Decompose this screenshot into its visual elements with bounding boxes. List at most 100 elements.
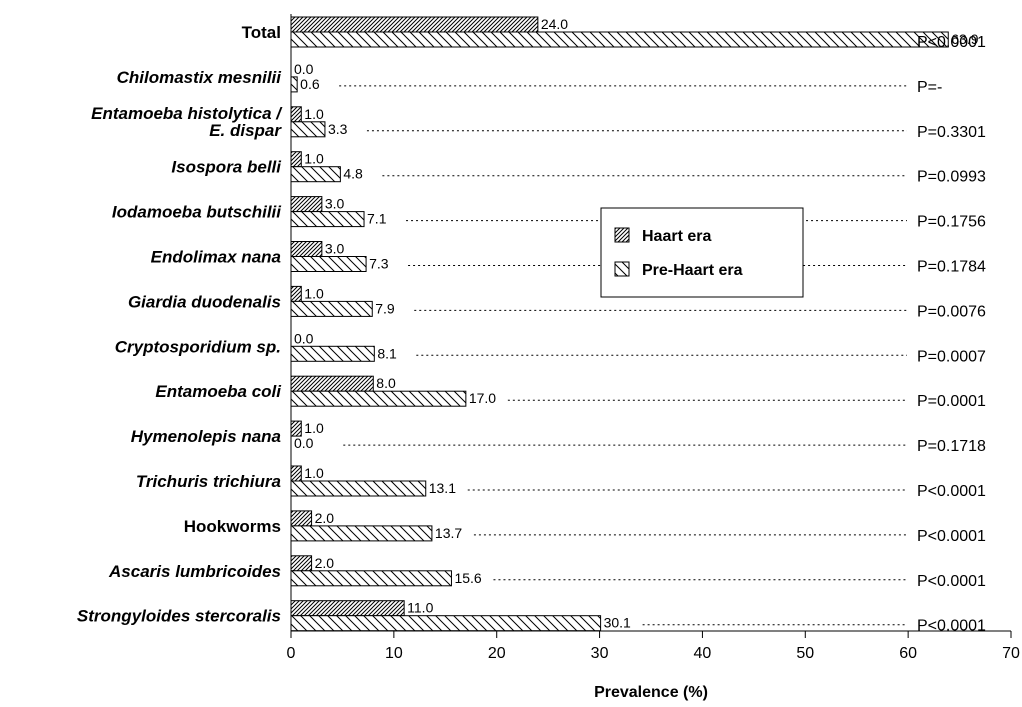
category-label-iodamoeba-butschilii: Iodamoeba butschilii: [112, 203, 282, 222]
bars: [290, 16, 949, 632]
category-label-endolimax-nana: Endolimax nana: [151, 248, 281, 267]
bar-haart-era-entamoeba-histolytica-e-dispar: [290, 106, 302, 123]
category-label-entamoeba-histolytica-e-dispar-line-2: E. dispar: [209, 121, 282, 140]
value-label-pre-haart-era-cryptosporidium-sp: 8.1: [377, 345, 397, 361]
value-label-pre-haart-era-hookworms: 13.7: [435, 525, 462, 541]
p-value-isospora-belli: P=0.0993: [917, 169, 986, 186]
category-label-chilomastix-mesnilii: Chilomastix mesnilii: [117, 68, 283, 87]
x-tick-label-70: 70: [1002, 645, 1020, 662]
x-tick-label-10: 10: [385, 645, 403, 662]
p-value-hookworms: P<0.0001: [917, 528, 986, 545]
bar-pre-haart-era-trichuris-trichiura: [290, 480, 427, 497]
legend: Haart era Pre-Haart era: [600, 207, 804, 298]
value-label-pre-haart-era-endolimax-nana: 7.3: [369, 256, 389, 272]
bar-haart-era-hookworms: [290, 510, 313, 527]
bar-haart-era-isospora-belli: [290, 151, 302, 168]
value-label-haart-era-cryptosporidium-sp: 0.0: [294, 330, 314, 346]
bar-haart-era-endolimax-nana: [290, 241, 323, 257]
p-value-entamoeba-coli: P=0.0001: [917, 393, 986, 410]
bar-pre-haart-era-cryptosporidium-sp: [290, 345, 375, 362]
category-label-entamoeba-histolytica-e-dispar-line-1: Entamoeba histolytica /: [91, 104, 283, 123]
value-label-pre-haart-era-giardia-duodenalis: 7.9: [375, 300, 395, 316]
bar-pre-haart-era-isospora-belli: [290, 166, 341, 183]
category-label-hymenolepis-nana: Hymenolepis nana: [131, 427, 281, 446]
bar-pre-haart-era-chilomastix-mesnilii: [290, 76, 298, 93]
value-label-haart-era-strongyloides-stercoralis: 11.0: [407, 600, 433, 616]
x-tick-label-60: 60: [899, 645, 917, 662]
value-label-pre-haart-era-strongyloides-stercoralis: 30.1: [604, 615, 631, 631]
legend-label-haart: Haart era: [642, 228, 711, 245]
bar-haart-era-strongyloides-stercoralis: [290, 600, 405, 617]
bar-haart-era-ascaris-lumbricoides: [290, 555, 313, 572]
value-label-haart-era-endolimax-nana: 3.0: [325, 241, 345, 257]
bar-haart-era-trichuris-trichiura: [290, 465, 302, 482]
x-tick-label-50: 50: [796, 645, 814, 662]
value-label-haart-era-total: 24.0: [541, 16, 568, 32]
value-label-haart-era-isospora-belli: 1.0: [304, 151, 324, 167]
category-label-strongyloides-stercoralis: Strongyloides stercoralis: [77, 607, 281, 626]
value-label-pre-haart-era-entamoeba-histolytica-e-dispar: 3.3: [328, 121, 348, 137]
bar-haart-era-total: [290, 16, 539, 33]
legend-label-pre-haart: Pre-Haart era: [642, 262, 743, 279]
p-value-cryptosporidium-sp: P=0.0007: [917, 348, 986, 365]
legend-swatch-pre-haart: [614, 261, 630, 277]
value-label-pre-haart-era-iodamoeba-butschilii: 7.1: [367, 211, 387, 227]
legend-box: [600, 207, 804, 298]
value-label-pre-haart-era-trichuris-trichiura: 13.1: [429, 480, 456, 496]
value-label-haart-era-trichuris-trichiura: 1.0: [304, 465, 324, 481]
p-value-iodamoeba-butschilii: P=0.1756: [917, 214, 986, 231]
value-label-haart-era-entamoeba-coli: 8.0: [376, 375, 396, 391]
p-value-trichuris-trichiura: P<0.0001: [917, 483, 986, 500]
category-label-trichuris-trichiura: Trichuris trichiura: [136, 472, 281, 491]
value-label-haart-era-hookworms: 2.0: [315, 510, 335, 526]
bar-pre-haart-era-ascaris-lumbricoides: [290, 570, 452, 587]
bar-pre-haart-era-endolimax-nana: [290, 256, 367, 272]
bar-pre-haart-era-total: [290, 31, 949, 48]
value-label-haart-era-chilomastix-mesnilii: 0.0: [294, 61, 314, 77]
p-value-giardia-duodenalis: P=0.0076: [917, 303, 986, 320]
x-tick-label-20: 20: [488, 645, 506, 662]
bar-pre-haart-era-entamoeba-coli: [290, 390, 467, 407]
bar-pre-haart-era-iodamoeba-butschilii: [290, 211, 365, 228]
x-tick-label-0: 0: [287, 645, 296, 662]
p-value-chilomastix-mesnilii: P=-: [917, 79, 942, 96]
x-tick-label-40: 40: [694, 645, 712, 662]
x-tick-label-30: 30: [591, 645, 609, 662]
bar-haart-era-giardia-duodenalis: [290, 285, 302, 302]
value-label-haart-era-hymenolepis-nana: 1.0: [304, 420, 324, 436]
category-label-cryptosporidium-sp: Cryptosporidium sp.: [115, 337, 281, 356]
category-label-giardia-duodenalis: Giardia duodenalis: [128, 292, 281, 311]
value-label-pre-haart-era-hymenolepis-nana: 0.0: [294, 435, 314, 451]
value-label-haart-era-ascaris-lumbricoides: 2.0: [315, 555, 335, 571]
category-label-entamoeba-coli: Entamoeba coli: [155, 382, 282, 401]
p-value-total: P<0.0001: [917, 34, 986, 51]
category-label-hookworms: Hookworms: [184, 517, 281, 536]
p-value-leader-lines: [339, 85, 907, 626]
p-value-entamoeba-histolytica-e-dispar: P=0.3301: [917, 124, 986, 141]
bar-pre-haart-era-giardia-duodenalis: [290, 300, 373, 317]
bar-haart-era-iodamoeba-butschilii: [290, 196, 323, 213]
bar-haart-era-entamoeba-coli: [290, 375, 374, 392]
value-label-haart-era-giardia-duodenalis: 1.0: [304, 285, 324, 301]
bar-pre-haart-era-hookworms: [290, 525, 433, 542]
x-axis-title: Prevalence (%): [594, 684, 708, 701]
value-label-pre-haart-era-isospora-belli: 4.8: [343, 166, 363, 182]
category-label-total: Total: [242, 23, 281, 42]
bar-haart-era-hymenolepis-nana: [290, 420, 302, 437]
p-value-hymenolepis-nana: P=0.1718: [917, 438, 986, 455]
category-label-isospora-belli: Isospora belli: [171, 158, 282, 177]
value-label-pre-haart-era-chilomastix-mesnilii: 0.6: [300, 76, 320, 92]
value-label-haart-era-iodamoeba-butschilii: 3.0: [325, 196, 345, 212]
p-value-ascaris-lumbricoides: P<0.0001: [917, 573, 986, 590]
category-label-ascaris-lumbricoides: Ascaris lumbricoides: [108, 562, 281, 581]
p-value-endolimax-nana: P=0.1784: [917, 259, 986, 276]
p-value-strongyloides-stercoralis: P<0.0001: [917, 618, 986, 635]
x-axis: Prevalence (%) 0 10 20 30 40 50 60 70: [287, 14, 1020, 701]
value-label-haart-era-entamoeba-histolytica-e-dispar: 1.0: [304, 106, 324, 122]
bar-pre-haart-era-entamoeba-histolytica-e-dispar: [290, 121, 326, 138]
value-label-pre-haart-era-entamoeba-coli: 17.0: [469, 390, 496, 406]
bar-pre-haart-era-strongyloides-stercoralis: [290, 615, 602, 632]
value-label-pre-haart-era-ascaris-lumbricoides: 15.6: [454, 570, 481, 586]
